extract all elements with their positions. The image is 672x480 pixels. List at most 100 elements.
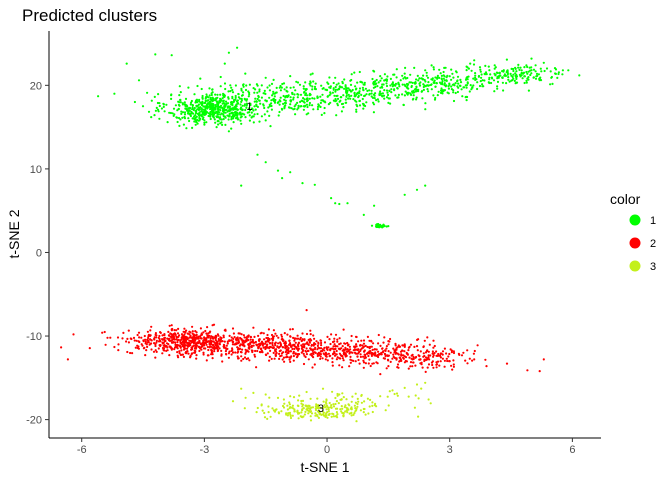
series-1-density-point — [174, 104, 177, 107]
series-3-point — [338, 393, 341, 396]
series-3-density-point — [337, 402, 340, 405]
series-3-density-point — [327, 408, 330, 411]
series-3-point — [272, 409, 275, 412]
series-2-density-point — [362, 342, 366, 345]
series-1-density-point — [289, 86, 292, 89]
series-2-density-point — [220, 354, 223, 357]
series-2-density-point — [427, 356, 430, 359]
series-2-density-point — [274, 354, 277, 357]
series-1-density-point — [175, 116, 179, 119]
series-1-density-point — [254, 97, 257, 100]
series-2-density-point — [421, 366, 424, 369]
series-2-density-point — [205, 337, 208, 340]
series-2-density-point — [327, 346, 330, 349]
series-3-density-point — [314, 414, 317, 417]
series-2-point — [526, 369, 529, 372]
series-1-density-point — [515, 70, 518, 73]
series-3-point — [317, 416, 320, 419]
series-2-density-point — [205, 343, 208, 346]
series-1-density-point — [227, 90, 230, 93]
series-1-density-point — [492, 79, 496, 82]
series-2-density-point — [356, 355, 359, 358]
series-1-density-point — [348, 88, 351, 91]
series-1-density-point — [523, 66, 526, 69]
series-2-density-point — [370, 354, 373, 357]
series-1-density-point — [442, 74, 445, 77]
series-2-density-point — [290, 355, 293, 358]
cluster-label-layer: 13 — [246, 101, 324, 415]
series-2-density-point — [316, 344, 319, 347]
series-1-density-point — [282, 102, 285, 105]
series-3-density-point — [310, 412, 314, 415]
series-2-density-point — [211, 357, 214, 360]
series-2-density-point — [305, 347, 308, 350]
series-1-point — [276, 169, 280, 172]
series-2-density-point — [233, 336, 236, 339]
series-1-density-point — [251, 115, 254, 118]
series-2-density-point — [161, 342, 164, 345]
series-1-density-point — [226, 110, 229, 113]
series-2-density-point — [198, 349, 201, 353]
series-1-density-point — [263, 106, 266, 110]
series-2-density-point — [416, 338, 419, 341]
series-2-density-point — [349, 348, 352, 351]
series-2-density-point — [232, 337, 235, 340]
series-3-density-point — [353, 404, 356, 407]
series-1-density-point — [293, 105, 296, 108]
series-2-density-point — [202, 351, 205, 354]
series-2-density-point — [170, 347, 173, 350]
series-2-density-point — [429, 354, 432, 357]
series-2-density-point — [243, 336, 246, 339]
series-1-density-point — [538, 77, 541, 80]
series-1-density-point — [236, 114, 239, 117]
series-3-density-point — [292, 407, 295, 410]
series-2-density-point — [226, 347, 229, 350]
series-1-density-point — [395, 68, 398, 71]
series-2-point — [268, 355, 271, 358]
series-1-density-point — [255, 83, 258, 86]
series-2-density-point — [168, 324, 171, 327]
series-1-density-point — [497, 76, 500, 79]
series-1-density-point — [498, 72, 501, 75]
series-2-density-point — [121, 337, 124, 340]
series-1-density-point — [283, 88, 286, 91]
series-2-density-point — [193, 349, 196, 352]
series-2-density-point — [255, 343, 258, 346]
series-2-density-point — [230, 336, 233, 339]
series-2-point — [505, 362, 509, 365]
series-1-density-point — [413, 66, 416, 69]
series-2-density-point — [308, 341, 311, 344]
series-3-density-point — [347, 408, 350, 411]
series-2-density-point — [312, 356, 315, 359]
series-1-density-point — [443, 82, 446, 85]
series-2-density-point — [216, 345, 219, 348]
series-1-density-point — [332, 87, 335, 90]
series-1-density-point — [187, 86, 190, 89]
series-2-density-point — [198, 340, 201, 343]
series-3-density-point — [268, 396, 271, 399]
y-tick-label: 0 — [36, 247, 42, 259]
series-2-density-point — [331, 361, 334, 364]
series-2-density-point — [192, 344, 195, 347]
series-2-density-point — [312, 348, 315, 351]
series-1-density-point — [379, 79, 382, 82]
series-2-density-point — [476, 344, 479, 347]
series-2-density-point — [389, 360, 392, 363]
series-2-density-point — [240, 355, 243, 358]
series-2-density-point — [363, 350, 366, 353]
series-2-density-point — [369, 350, 372, 353]
series-2-density-point — [316, 352, 319, 356]
series-2-density-point — [150, 342, 153, 345]
series-1-density-point — [199, 101, 202, 104]
series-2-density-point — [450, 364, 453, 367]
series-2-density-point — [274, 344, 277, 347]
series-1-point — [403, 193, 406, 196]
series-3-density-point — [328, 401, 331, 405]
series-1-density-point — [391, 83, 394, 86]
series-2-density-point — [422, 355, 425, 358]
series-2-point — [146, 345, 149, 348]
series-2-density-point — [267, 328, 270, 331]
series-1-density-point — [210, 92, 213, 95]
series-2-density-point — [187, 344, 190, 347]
series-1-density-point — [262, 104, 265, 107]
